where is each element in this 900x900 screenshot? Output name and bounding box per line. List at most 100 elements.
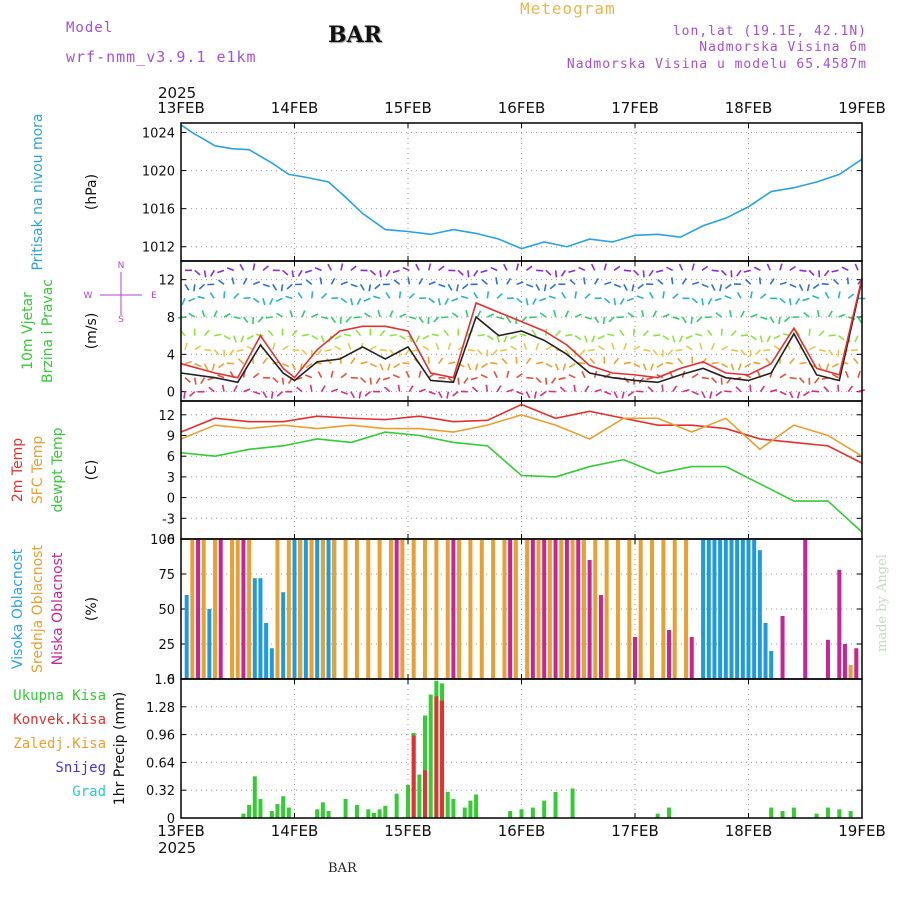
bar-clouds bbox=[530, 539, 535, 679]
wind-barb bbox=[584, 293, 591, 299]
bar-clouds bbox=[752, 539, 757, 679]
wind-barb bbox=[506, 277, 512, 285]
wind-barb bbox=[237, 358, 245, 365]
bar-precip bbox=[411, 735, 416, 818]
wind-barb bbox=[657, 279, 664, 285]
wind-barb bbox=[448, 361, 456, 365]
wind-barb bbox=[637, 283, 644, 290]
wind-barb bbox=[701, 265, 709, 271]
bar-precip bbox=[281, 796, 286, 818]
y-tick-label: 3 bbox=[167, 471, 175, 486]
wind-barb bbox=[471, 386, 479, 393]
wind-barb bbox=[806, 284, 811, 292]
wind-barb bbox=[828, 310, 833, 318]
wind-barb bbox=[550, 377, 557, 384]
bar-precip bbox=[406, 784, 410, 818]
wind-barb bbox=[193, 284, 196, 292]
wind-barb bbox=[779, 390, 787, 396]
bar-precip bbox=[542, 800, 547, 818]
wind-barb bbox=[633, 269, 640, 276]
bar-clouds bbox=[598, 595, 603, 679]
wind-barb bbox=[340, 297, 348, 304]
wind-barb bbox=[802, 297, 810, 302]
wind-barb bbox=[779, 281, 787, 286]
wind-barb bbox=[753, 361, 761, 365]
product-title: Meteogram bbox=[520, 0, 616, 18]
wind-barb bbox=[405, 371, 411, 379]
bar-precip bbox=[769, 807, 774, 818]
model-elevation-label: Nadmorska Visina u modelu 65.4587m bbox=[566, 57, 867, 72]
wind-barb bbox=[603, 263, 607, 271]
bar-clouds bbox=[553, 539, 558, 679]
wind-barb bbox=[707, 329, 713, 337]
wind-barb bbox=[581, 370, 586, 378]
y-tick-label: 4 bbox=[167, 348, 175, 363]
bar-clouds bbox=[615, 539, 620, 679]
wind-barb bbox=[724, 295, 732, 300]
wind-barb bbox=[652, 349, 659, 356]
wind-barb bbox=[275, 297, 283, 302]
wind-barb bbox=[543, 284, 547, 292]
wind-barb bbox=[821, 283, 829, 286]
wind-barb bbox=[213, 310, 218, 318]
wind-barb bbox=[665, 361, 673, 365]
wind-barb bbox=[553, 310, 557, 318]
bar-precip bbox=[451, 798, 456, 818]
wind-barb bbox=[545, 269, 552, 276]
bar-precip bbox=[366, 809, 371, 818]
wind-barb bbox=[356, 297, 362, 305]
wind-barb bbox=[621, 391, 625, 399]
wind-barb bbox=[427, 316, 430, 325]
wind-barb bbox=[201, 310, 206, 318]
line-temperature-2m-temp bbox=[180, 403, 863, 464]
wind-barb bbox=[539, 297, 547, 302]
wind-barb bbox=[193, 377, 197, 385]
wind-barb bbox=[208, 386, 215, 393]
wind-barb bbox=[481, 279, 488, 285]
wind-barb bbox=[803, 311, 810, 318]
wind-barb bbox=[252, 280, 261, 286]
y-tick-label: 1.28 bbox=[146, 701, 175, 716]
wind-barb bbox=[340, 390, 348, 395]
bar-clouds bbox=[638, 539, 643, 679]
bar-clouds bbox=[184, 595, 189, 679]
wind-barb bbox=[795, 297, 801, 305]
wind-barb bbox=[270, 391, 274, 399]
wind-barb bbox=[671, 335, 676, 343]
wind-barb bbox=[535, 377, 542, 384]
bar-clouds bbox=[235, 539, 240, 679]
y-tick-label: 1.6 bbox=[154, 673, 175, 688]
credit-label: made by Angel bbox=[875, 554, 890, 652]
wind-barb bbox=[825, 363, 830, 371]
wind-barb bbox=[253, 390, 261, 395]
wind-barb bbox=[779, 373, 787, 379]
y-tick-label: 0 bbox=[167, 492, 175, 507]
wind-barb bbox=[200, 377, 206, 385]
year-label-top: 2025 bbox=[158, 84, 196, 102]
wind-barb bbox=[345, 316, 352, 323]
wind-barb bbox=[562, 363, 567, 371]
wind-barb bbox=[377, 310, 381, 318]
wind-barb bbox=[360, 377, 367, 384]
y-tick-label: 75 bbox=[158, 568, 175, 583]
wind-barb bbox=[242, 316, 249, 324]
bar-clouds bbox=[326, 539, 331, 679]
wind-barb bbox=[548, 295, 556, 300]
wind-barb bbox=[515, 316, 518, 325]
wind-barb bbox=[691, 390, 699, 396]
bar-clouds bbox=[190, 539, 195, 679]
bar-clouds bbox=[667, 630, 672, 679]
y-tick-label: 25 bbox=[158, 638, 175, 653]
bar-precip bbox=[275, 804, 280, 818]
y-tick-label: 0 bbox=[167, 812, 175, 827]
wind-barb bbox=[301, 333, 310, 337]
wind-barb bbox=[758, 277, 762, 285]
wind-barb bbox=[379, 363, 384, 371]
panel-label-clouds-0: Visoka Oblacnost bbox=[10, 548, 26, 669]
wind-barb bbox=[252, 263, 256, 271]
bar-precip bbox=[440, 700, 445, 818]
wind-barb bbox=[769, 278, 775, 285]
station-title: BAR bbox=[328, 22, 382, 48]
wind-barb bbox=[437, 391, 443, 399]
bar-clouds bbox=[604, 539, 609, 679]
